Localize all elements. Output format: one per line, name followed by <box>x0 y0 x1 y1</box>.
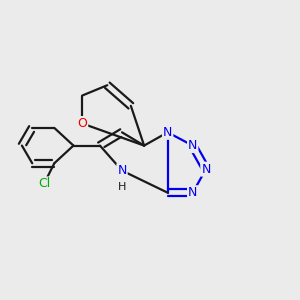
Text: N: N <box>163 126 172 139</box>
Text: O: O <box>77 117 87 130</box>
Text: N: N <box>117 164 127 177</box>
Text: N: N <box>201 163 211 176</box>
Text: N: N <box>188 186 197 199</box>
Text: N: N <box>188 139 197 152</box>
Text: Cl: Cl <box>38 177 50 190</box>
Text: H: H <box>118 182 126 192</box>
